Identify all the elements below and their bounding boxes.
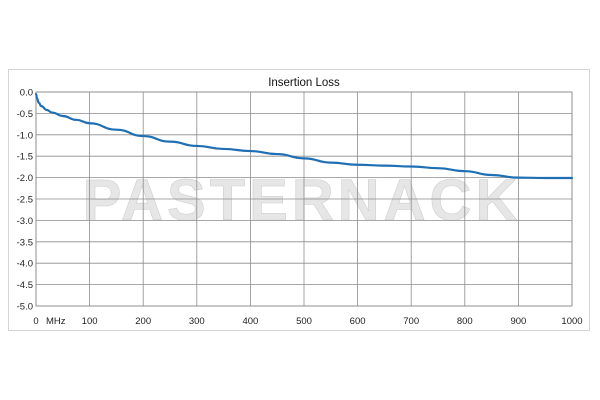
y-tick-label: -2.5: [17, 195, 33, 206]
x-tick-label: 0: [33, 316, 38, 327]
x-tick-label: 300: [189, 316, 205, 327]
x-tick-label: 1000: [561, 316, 582, 327]
y-tick-label: -3.5: [17, 237, 33, 248]
y-axis: 0.0 -0.5 -1.0 -1.5 -2.0 -2.5 -3.0 -3.5 -4.0 -4.5 -…: [17, 88, 33, 313]
x-tick-label: 800: [457, 316, 473, 327]
series-group: [34, 93, 574, 180]
series-line: [34, 93, 574, 180]
x-tick-label: 900: [510, 316, 526, 327]
y-tick-label: 0.0: [20, 88, 33, 99]
y-tick-label: -3.0: [17, 216, 33, 227]
x-tick-label: 200: [135, 316, 151, 327]
y-tick-label: -1.5: [17, 152, 33, 163]
y-tick-label: -2.0: [17, 173, 33, 184]
y-tick-label: -0.5: [17, 109, 33, 120]
y-tick-label: -5.0: [17, 302, 33, 313]
chart-title: Insertion Loss: [268, 77, 340, 89]
x-tick-label: 600: [350, 316, 366, 327]
x-tick-label: 100: [82, 316, 98, 327]
x-axis-unit: MHz: [46, 316, 66, 327]
y-tick-label: -4.5: [17, 280, 33, 291]
x-tick-label: 400: [242, 316, 258, 327]
grid: [35, 91, 573, 307]
plot-area-border: [35, 91, 573, 307]
x-tick-label: 700: [403, 316, 419, 327]
chart-frame: [8, 69, 590, 331]
y-tick-label: -1.0: [17, 130, 33, 141]
watermark: PASTERNACK: [83, 168, 522, 233]
x-tick-label: 500: [296, 316, 312, 327]
y-tick-label: -4.0: [17, 259, 33, 270]
x-axis: 0 100 200 300 400 500 600 700 800 900 1000: [33, 316, 582, 327]
